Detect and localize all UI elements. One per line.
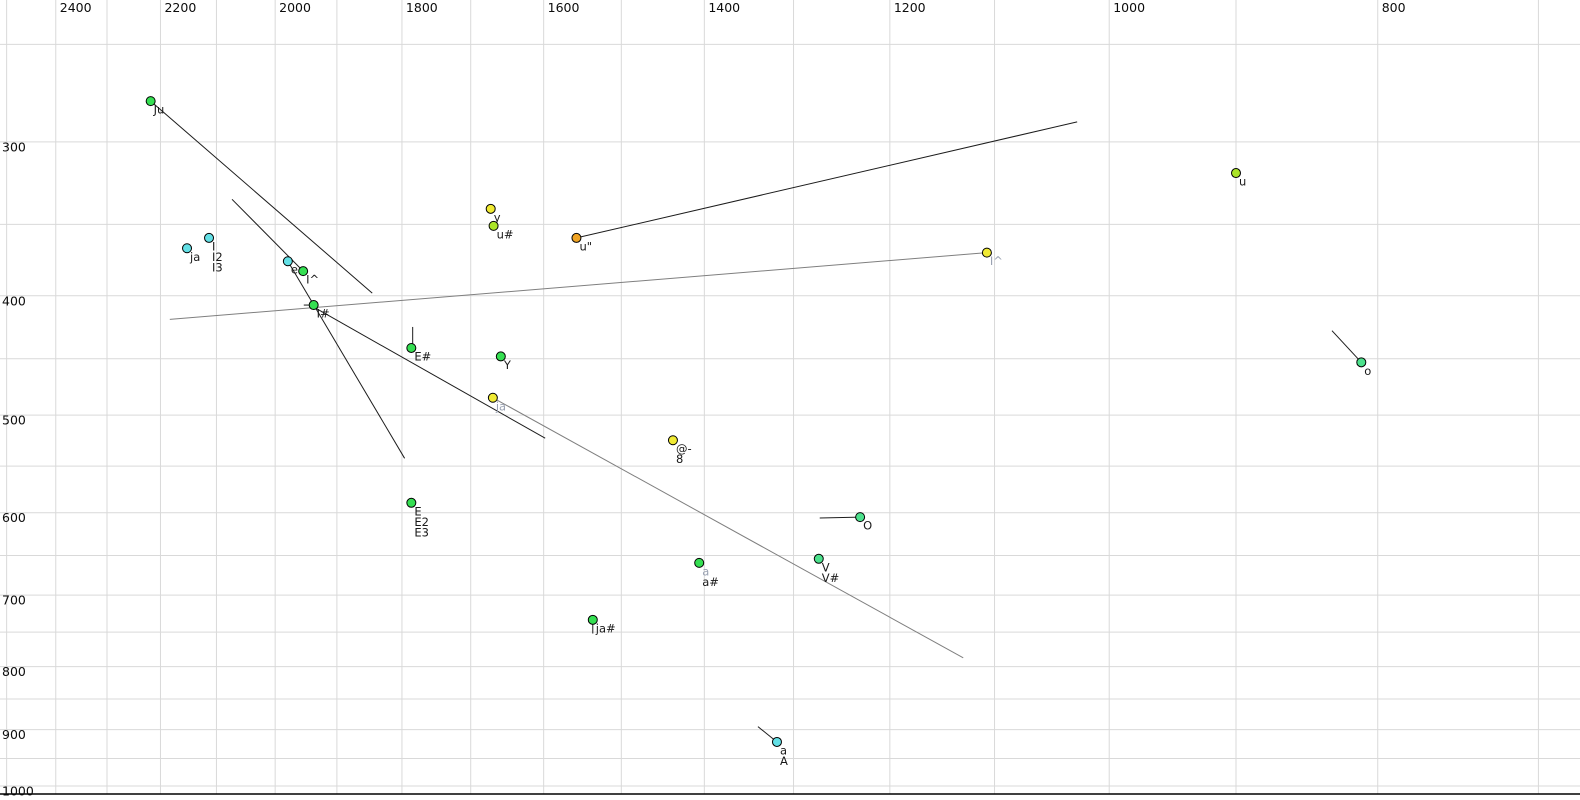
trajectory-line-6 — [492, 397, 964, 659]
x-tick-label-1000: 1000 — [1113, 0, 1145, 15]
vowel-point-label: V# — [822, 571, 840, 585]
x-tick-label-1800: 1800 — [406, 0, 438, 15]
vowel-point-ja[interactable] — [487, 392, 498, 403]
vowel-point-label: I^ — [990, 254, 1003, 268]
x-tick-label-2400: 2400 — [60, 0, 92, 15]
vowel-point-label: u — [1239, 175, 1246, 189]
vowel-point-label: e — [291, 263, 298, 277]
vowel-point-Y[interactable] — [495, 351, 506, 362]
y-tick-label-500: 500 — [2, 413, 26, 428]
vowel-point-I^[interactable] — [298, 266, 309, 277]
trajectory-line-8 — [1331, 330, 1362, 363]
vowel-point-E[interactable] — [406, 497, 417, 508]
y-tick-label-1000: 1000 — [2, 783, 34, 798]
vowel-point-u[interactable] — [1231, 168, 1241, 179]
vowel-point-I[interactable] — [204, 232, 215, 243]
vowel-point-label: Ju — [153, 103, 165, 117]
y-tick-label-900: 900 — [2, 727, 26, 742]
vowel-point-u#[interactable] — [488, 220, 499, 231]
vowel-point-label: E — [414, 504, 421, 518]
vowel-point-label: I2 — [212, 250, 223, 264]
vowel-point-label: o — [1364, 364, 1371, 378]
vowel-point-label: ja# — [595, 621, 616, 635]
y-tick-label-400: 400 — [2, 293, 26, 308]
trajectory-line-5 — [576, 121, 1078, 239]
trajectory-line-3 — [312, 305, 546, 439]
trajectory-lines — [150, 100, 1362, 743]
vowel-point-I^[interactable] — [981, 247, 992, 258]
vowel-point-label: @- — [676, 442, 692, 456]
x-tick-label-800: 800 — [1382, 0, 1406, 15]
vowel-point-Ju[interactable] — [145, 96, 156, 107]
vowel-point-E#[interactable] — [406, 342, 417, 353]
x-tick-label-2000: 2000 — [279, 0, 311, 15]
y-tick-label-700: 700 — [2, 593, 26, 608]
trajectory-line-4 — [169, 252, 987, 320]
x-tick-label-1600: 1600 — [548, 0, 580, 15]
vowel-point-label: a# — [702, 575, 719, 589]
vowel-point-a[interactable] — [694, 557, 705, 568]
vowel-point-u"[interactable] — [571, 232, 582, 243]
trajectory-line-2 — [287, 260, 406, 459]
vowel-point-label: Y — [503, 358, 512, 372]
vowel-point-label: a — [780, 743, 787, 757]
vowel-point-label: O — [863, 519, 872, 533]
y-tick-label-800: 800 — [2, 664, 26, 679]
vowel-point-label: E# — [414, 349, 431, 363]
y-tick-label-300: 300 — [2, 139, 26, 154]
vowel-point-label: 8 — [676, 452, 683, 466]
x-tick-label-1400: 1400 — [708, 0, 740, 15]
vowel-point-label: u" — [579, 239, 592, 253]
vowel-point-label: I — [212, 239, 215, 253]
vowel-point-O[interactable] — [855, 512, 866, 523]
vowel-point-ja[interactable] — [182, 243, 193, 254]
vowel-point-label: ja — [495, 399, 506, 413]
vowel-point-@-[interactable] — [667, 435, 678, 446]
vowel-point-label: V — [822, 560, 830, 574]
vowel-point-o[interactable] — [1356, 357, 1367, 368]
vowel-point-label: ja — [189, 250, 200, 264]
vowel-point-V[interactable] — [813, 553, 824, 564]
trajectory-line-7 — [819, 516, 861, 519]
vowel-point-e[interactable] — [282, 256, 293, 267]
vowel-point-I#[interactable] — [308, 300, 319, 311]
vowel-point-label: u# — [497, 227, 514, 241]
vowel-point-ja#[interactable] — [587, 614, 598, 625]
vowel-point-label: a — [702, 564, 709, 578]
vowel-point-label: E3 — [414, 525, 429, 539]
y-tick-label-600: 600 — [2, 510, 26, 525]
vowel-point-label: E2 — [414, 515, 429, 529]
vowel-point-label: I^ — [306, 273, 319, 287]
tick-labels: 2400 2200 2000 1800 1600 1400 1200 1000 800 300 40… — [2, 0, 1406, 798]
vowel-point-label: I3 — [212, 260, 223, 274]
vowel-point-label: y — [494, 210, 501, 224]
vowel-point-a[interactable] — [771, 736, 782, 747]
x-tick-label-1200: 1200 — [894, 0, 926, 15]
vowel-point-label: I# — [317, 307, 330, 321]
x-tick-label-2200: 2200 — [164, 0, 196, 15]
trajectory-line-0 — [150, 100, 373, 294]
vowel-point-y[interactable] — [485, 203, 496, 214]
vowel-point-label: A — [780, 754, 788, 768]
